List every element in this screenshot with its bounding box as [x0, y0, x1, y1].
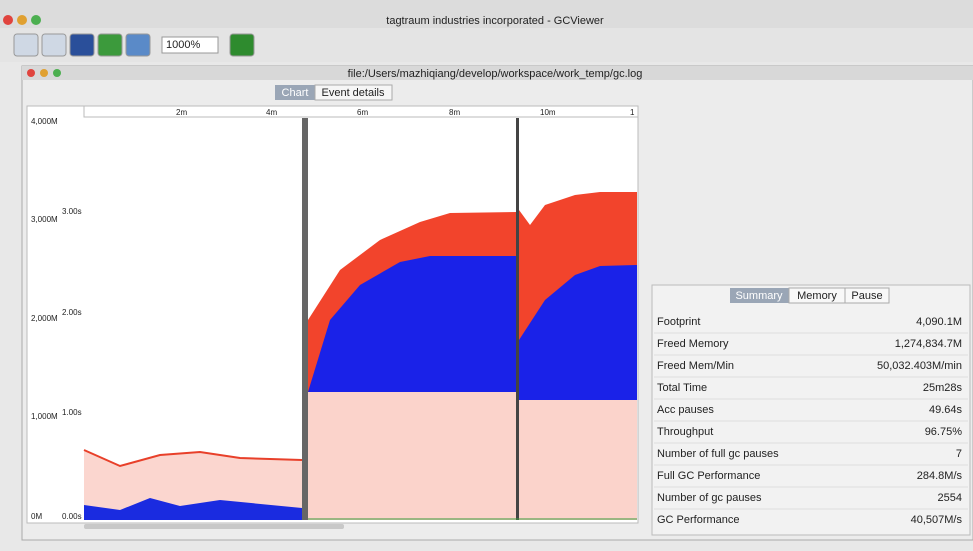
summary-value: 25m28s: [923, 382, 963, 394]
time-tick-label: 6m: [357, 108, 368, 117]
summary-value: 7: [956, 448, 962, 460]
minimize-button[interactable]: [17, 15, 27, 25]
summary-value: 4,090.1M: [916, 316, 962, 328]
about-button[interactable]: [229, 33, 255, 57]
summary-label: GC Performance: [657, 514, 740, 526]
title-bar: [0, 0, 973, 28]
open-file-button[interactable]: [13, 33, 39, 57]
summary-label: Full GC Performance: [657, 470, 760, 482]
open-url-button[interactable]: [41, 33, 67, 57]
summary-value: 2554: [938, 492, 962, 504]
doc-close-button[interactable]: [27, 69, 35, 77]
document-title-bar: [22, 66, 973, 80]
young-heap-area: [308, 256, 517, 392]
doc-zoom-button[interactable]: [53, 69, 61, 77]
used-heap-line: [83, 449, 303, 468]
save-button[interactable]: [69, 33, 95, 57]
document-title: file:/Users/mazhiqiang/develop/workspace…: [348, 68, 643, 80]
summary-tab[interactable]: [730, 288, 789, 303]
time-tick-label: 2m: [176, 108, 187, 117]
time-tick-label: 4m: [266, 108, 277, 117]
summary-value: 284.8M/s: [917, 470, 963, 482]
summary-label: Throughput: [657, 426, 713, 438]
tenured-area: [519, 400, 637, 520]
pause-tick-label: 0.00s: [62, 512, 82, 521]
memory-tick-label: 2,000M: [31, 314, 58, 323]
full-gc-marker: [516, 118, 519, 520]
summary-value: 96.75%: [925, 426, 963, 438]
tenured-area: [308, 392, 517, 520]
zoom-select[interactable]: [161, 36, 219, 54]
time-tick-label: 1: [630, 108, 635, 117]
memory-tick-label: 3,000M: [31, 215, 58, 224]
time-tick-label: 10m: [540, 108, 556, 117]
zoom-value: 1000%: [166, 39, 200, 51]
doc-minimize-button[interactable]: [40, 69, 48, 77]
full-gc-marker: [302, 118, 308, 520]
close-button[interactable]: [3, 15, 13, 25]
memory-tick-label: 1,000M: [31, 412, 58, 421]
scrollbar[interactable]: [84, 524, 344, 529]
heap-area: [84, 450, 302, 520]
pause-tick-label: 3.00s: [62, 207, 82, 216]
window-title: tagtraum industries incorporated - GCVie…: [386, 15, 604, 27]
summary-value: 50,032.403M/min: [877, 360, 962, 372]
pause-tab[interactable]: [844, 287, 890, 304]
young-heap-area: [84, 498, 302, 520]
summary-value: 49.64s: [929, 404, 963, 416]
watch-button[interactable]: [125, 33, 151, 57]
pause-tick-label: 2.00s: [62, 308, 82, 317]
chart-tab[interactable]: [275, 85, 315, 100]
zoom-button[interactable]: [31, 15, 41, 25]
summary-label: Acc pauses: [657, 404, 714, 416]
pause-tick-label: 1.00s: [62, 408, 82, 417]
summary-label: Number of gc pauses: [657, 492, 762, 504]
time-tick-label: 8m: [449, 108, 460, 117]
memory-tick-label: 0M: [31, 512, 42, 521]
event-details-tab[interactable]: [314, 84, 393, 101]
summary-value: 40,507M/s: [911, 514, 963, 526]
time-ruler: [83, 105, 639, 118]
summary-tab-label: Summary: [735, 290, 783, 302]
memory-tick-label: 4,000M: [31, 117, 58, 126]
summary-rows: Footprint 4,090.1M Freed Memory 1,274,834.7…: [654, 316, 968, 526]
summary-label: Number of full gc pauses: [657, 448, 779, 460]
summary-value: 1,274,834.7M: [895, 338, 962, 350]
summary-label: Freed Memory: [657, 338, 729, 350]
pause-tab-label: Pause: [851, 290, 882, 302]
summary-label: Freed Mem/Min: [657, 360, 734, 372]
young-heap-area: [519, 265, 637, 400]
summary-label: Footprint: [657, 316, 700, 328]
summary-label: Total Time: [657, 382, 707, 394]
chart-tab-label: Chart: [282, 87, 309, 99]
event-details-tab-label: Event details: [322, 87, 385, 99]
summary-panel: [651, 284, 971, 536]
memory-tab-label: Memory: [797, 290, 837, 302]
refresh-button[interactable]: [97, 33, 123, 57]
